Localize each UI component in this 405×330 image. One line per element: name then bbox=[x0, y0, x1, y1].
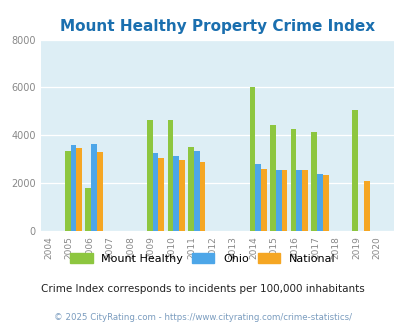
Legend: Mount Healthy, Ohio, National: Mount Healthy, Ohio, National bbox=[70, 253, 335, 264]
Bar bbox=[311, 132, 316, 231]
Bar bbox=[270, 124, 275, 231]
Bar bbox=[352, 110, 357, 231]
Bar bbox=[249, 87, 255, 231]
Bar bbox=[290, 129, 296, 231]
Bar bbox=[70, 145, 76, 231]
Bar bbox=[193, 151, 199, 231]
Bar bbox=[316, 174, 322, 231]
Bar bbox=[85, 188, 91, 231]
Bar bbox=[65, 151, 70, 231]
Bar bbox=[147, 120, 152, 231]
Bar bbox=[255, 164, 260, 231]
Title: Mount Healthy Property Crime Index: Mount Healthy Property Crime Index bbox=[60, 19, 374, 34]
Bar bbox=[301, 170, 307, 231]
Bar bbox=[167, 120, 173, 231]
Text: Crime Index corresponds to incidents per 100,000 inhabitants: Crime Index corresponds to incidents per… bbox=[41, 284, 364, 294]
Bar bbox=[76, 148, 82, 231]
Bar bbox=[179, 160, 184, 231]
Bar bbox=[188, 147, 193, 231]
Bar bbox=[281, 170, 287, 231]
Bar bbox=[152, 153, 158, 231]
Text: © 2025 CityRating.com - https://www.cityrating.com/crime-statistics/: © 2025 CityRating.com - https://www.city… bbox=[54, 313, 351, 322]
Bar bbox=[173, 156, 179, 231]
Bar bbox=[199, 162, 205, 231]
Bar bbox=[91, 144, 97, 231]
Bar bbox=[296, 170, 301, 231]
Bar bbox=[363, 181, 369, 231]
Bar bbox=[97, 152, 102, 231]
Bar bbox=[158, 158, 164, 231]
Bar bbox=[260, 169, 266, 231]
Bar bbox=[275, 170, 281, 231]
Bar bbox=[322, 175, 328, 231]
